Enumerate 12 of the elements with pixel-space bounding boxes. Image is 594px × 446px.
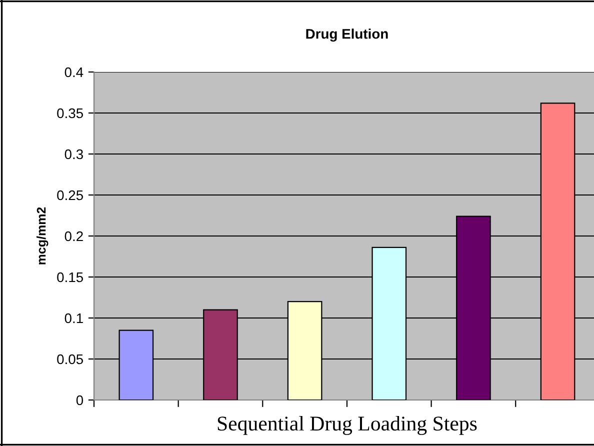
y-tick-label: 0.35 [57,108,84,118]
y-tick-label: 0.15 [57,272,84,282]
y-tick-label: 0.05 [57,354,84,364]
chart-title: Drug Elution [306,28,388,42]
y-tick-label: 0.2 [64,231,83,242]
y-tick-label: 0.1 [64,313,83,324]
y-tick-label: 0.4 [64,67,84,78]
x-axis-title: Sequential Drug Loading Steps [218,416,477,435]
y-tick-label: 0.25 [57,190,84,200]
y-axis-title: mcg/mm2 [36,207,48,264]
y-tick-label: 0.3 [64,149,83,160]
y-tick-label: 0 [76,395,84,406]
